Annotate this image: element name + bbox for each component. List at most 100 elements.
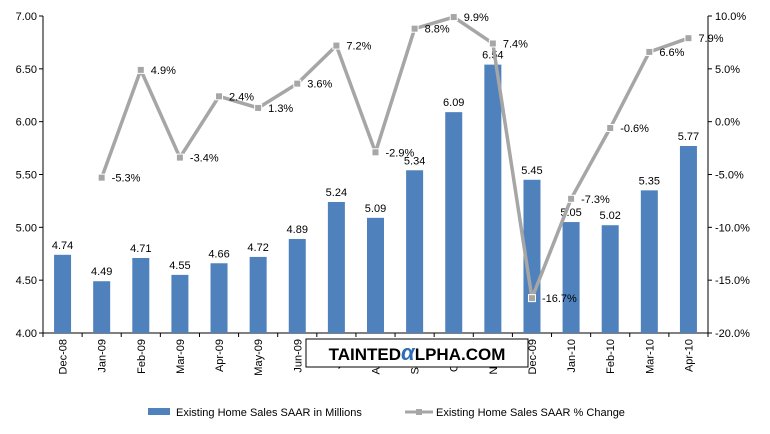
bars-group: [54, 64, 697, 334]
left-axis-tick-label: 7.00: [16, 11, 37, 23]
bar-labels-group: 4.74 4.49 4.71 4.55 4.66 4.72 4.89 5.24 5.09 5.34…: [52, 50, 699, 279]
bar-label-Dec-09: 5.45: [521, 165, 542, 177]
bar-label-Aug-09: 5.09: [365, 203, 386, 215]
line-labels-group: -5.3% 4.9% -3.4% 2.4% 1.3% 3.6% 7.2% -2.9% 8.8% 9…: [112, 12, 724, 305]
bar-label-Apr-09: 4.66: [208, 248, 229, 260]
legend: Existing Home Sales SAAR in Millions Exi…: [148, 407, 625, 419]
bar-Jan-09: [93, 281, 111, 333]
bar-Jul-09: [327, 201, 345, 333]
line-label-Jan-09: -5.3%: [112, 173, 141, 185]
bar-Apr-10: [679, 145, 697, 333]
line-marker-Mar-09: [175, 153, 184, 162]
x-tick-label-Feb-10: Feb-10: [605, 339, 617, 374]
right-axis-tick-label: -5.0%: [715, 170, 744, 182]
pct-change-line: [100, 15, 690, 300]
right-axis-tick-label: 10.0%: [715, 11, 746, 23]
line-marker-Apr-10: [684, 34, 693, 43]
bar-label-Feb-09: 4.71: [130, 243, 151, 255]
bar-May-09: [249, 256, 267, 333]
bar-Jun-09: [288, 238, 306, 333]
bar-label-Sep-09: 5.34: [404, 155, 425, 167]
line-series-group: [97, 13, 693, 303]
line-label-Apr-09: 2.4%: [229, 91, 254, 103]
bar-label-Mar-09: 4.55: [169, 260, 190, 272]
x-tick-label-Jun-09: Jun-09: [292, 339, 304, 373]
line-label-May-09: 1.3%: [268, 103, 293, 115]
left-axis-tick-label: 6.00: [16, 117, 37, 129]
line-marker-Nov-09: [488, 39, 497, 48]
watermark: TAINTEDαLPHA.COM: [305, 338, 529, 368]
line-marker-Feb-10: [606, 124, 615, 133]
bar-Sep-09: [406, 170, 424, 333]
bar-label-Jul-09: 5.24: [326, 187, 347, 199]
line-label-Jan-10: -7.3%: [581, 194, 610, 206]
bar-label-May-09: 4.72: [247, 242, 268, 254]
x-tick-label-Apr-10: Apr-10: [683, 339, 695, 372]
x-tick-label-Dec-08: Dec-08: [58, 339, 70, 374]
line-marker-Apr-09: [215, 92, 224, 101]
x-tick-label-Apr-09: Apr-09: [214, 339, 226, 372]
line-label-Oct-09: 9.9%: [464, 12, 489, 24]
right-axis-tick-label: 0.0%: [715, 117, 740, 129]
bar-Dec-08: [54, 254, 72, 333]
line-marker-Jun-09: [293, 79, 302, 88]
legend-label-bars: Existing Home Sales SAAR in Millions: [176, 407, 362, 419]
line-marker-Jan-10: [567, 194, 576, 203]
legend-swatch-bars: [148, 408, 170, 415]
line-marker-Sep-09: [410, 24, 419, 33]
line-marker-Jul-09: [332, 41, 341, 50]
line-label-Feb-10: -0.6%: [620, 123, 649, 135]
x-tick-label-May-09: May-09: [253, 339, 265, 376]
line-marker-Aug-09: [371, 148, 380, 157]
bar-label-Apr-10: 5.77: [678, 131, 699, 143]
bar-Oct-09: [445, 112, 463, 333]
line-label-Jun-09: 3.6%: [307, 79, 332, 91]
bar-Feb-09: [132, 257, 150, 333]
watermark-text: TAINTEDαLPHA.COM: [329, 340, 506, 365]
x-tick-label-Jan-09: Jan-09: [97, 339, 109, 373]
line-marker-Feb-09: [136, 65, 145, 74]
bar-label-Feb-10: 5.02: [599, 210, 620, 222]
line-label-Aug-09: -2.9%: [386, 147, 415, 159]
watermark-box: [305, 338, 529, 368]
line-label-Nov-09: 7.4%: [503, 38, 528, 50]
left-axis-tick-label: 5.50: [16, 170, 37, 182]
bar-Feb-10: [601, 225, 619, 333]
right-axis-tick-label: -20.0%: [715, 328, 750, 340]
bar-Mar-10: [640, 190, 658, 333]
bar-Mar-09: [171, 274, 189, 333]
line-label-Feb-09: 4.9%: [151, 65, 176, 77]
line-label-Mar-09: -3.4%: [190, 153, 219, 165]
bar-label-Jun-09: 4.89: [287, 224, 308, 236]
line-label-Mar-10: 6.6%: [659, 47, 684, 59]
line-marker-Jan-09: [97, 173, 106, 182]
bar-Apr-09: [210, 263, 228, 333]
line-marker-Oct-09: [449, 13, 458, 22]
bar-label-Nov-09: 6.54: [482, 50, 503, 62]
legend-swatch-marker: [416, 409, 422, 415]
right-axis-tick-label: -15.0%: [715, 275, 750, 287]
axes-group: 4.00 4.50 5.00 5.50 6.00 6.50 7.00 -20.0% -15.0%…: [16, 11, 750, 340]
right-axis-tick-label: -10.0%: [715, 222, 750, 234]
legend-label-line: Existing Home Sales SAAR % Change: [436, 407, 625, 419]
left-axis-tick-label: 5.00: [16, 222, 37, 234]
bar-label-Oct-09: 6.09: [443, 97, 464, 109]
line-marker-Dec-09: [527, 294, 536, 303]
x-tick-label-Mar-10: Mar-10: [644, 339, 656, 374]
bar-Jan-10: [562, 222, 580, 333]
line-label-Dec-09: -16.7%: [542, 293, 577, 305]
left-axis-tick-label: 4.00: [16, 328, 37, 340]
x-tick-label-Dec-09: Dec-09: [527, 339, 539, 374]
right-axis-tick-label: 5.0%: [715, 64, 740, 76]
line-marker-Mar-10: [645, 47, 654, 56]
bar-label-Mar-10: 5.35: [639, 175, 660, 187]
line-label-Apr-10: 7.9%: [698, 33, 723, 45]
bar-label-Jan-09: 4.49: [91, 266, 112, 278]
left-axis-tick-label: 4.50: [16, 275, 37, 287]
x-tick-label-Jan-10: Jan-10: [566, 339, 578, 373]
left-axis-tick-label: 6.50: [16, 64, 37, 76]
x-tick-label-Mar-09: Mar-09: [175, 339, 187, 374]
bar-Aug-09: [367, 217, 384, 333]
